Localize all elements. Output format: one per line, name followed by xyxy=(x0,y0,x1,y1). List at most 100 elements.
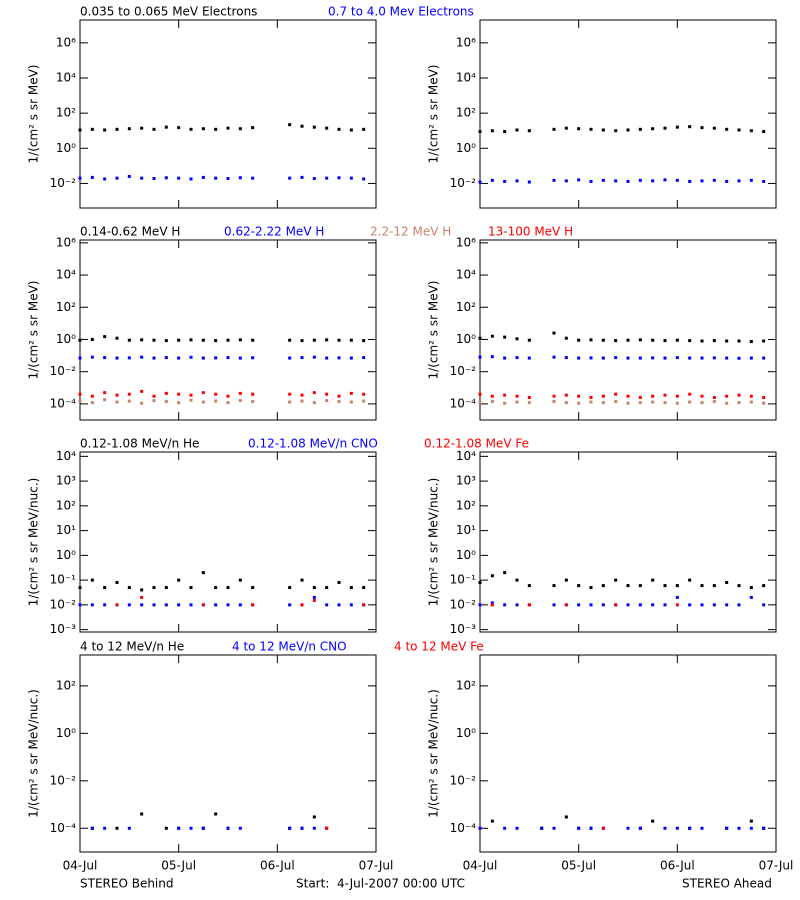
data-point xyxy=(700,584,704,588)
data-point xyxy=(490,334,494,338)
y-tick-label: 10⁰ xyxy=(56,726,76,740)
data-point xyxy=(251,356,255,360)
data-point xyxy=(325,356,329,360)
y-tick-label: 10⁻² xyxy=(50,176,77,190)
data-point xyxy=(312,598,316,602)
data-point xyxy=(626,394,630,398)
footer-right: STEREO Ahead xyxy=(682,877,772,891)
y-tick-label: 10² xyxy=(456,106,476,120)
y-axis-label: 1/(cm² s sr MeV) xyxy=(27,281,41,380)
data-point xyxy=(78,338,82,342)
data-point xyxy=(312,815,316,819)
data-point xyxy=(325,826,329,830)
y-tick-label: 10⁻⁴ xyxy=(50,821,77,835)
x-tick-label: 07-Jul xyxy=(759,859,794,873)
data-point xyxy=(226,826,230,830)
data-point xyxy=(688,603,692,607)
y-axis-label: 1/(cm² s sr MeV/nuc.) xyxy=(27,478,41,607)
data-point xyxy=(614,129,618,133)
data-point xyxy=(614,603,618,607)
data-point xyxy=(626,584,630,588)
data-point xyxy=(152,603,156,607)
data-point xyxy=(737,584,741,588)
data-point xyxy=(103,177,107,181)
y-tick-label: 10⁻¹ xyxy=(50,573,77,587)
legend-entry: 4 to 12 MeV Fe xyxy=(394,640,484,654)
data-point xyxy=(90,578,94,582)
y-axis-label: 1/(cm² s sr MeV/nuc.) xyxy=(427,689,441,818)
data-point xyxy=(251,338,255,342)
data-point xyxy=(90,394,94,398)
data-point xyxy=(189,177,193,181)
data-point xyxy=(226,586,230,590)
data-point xyxy=(712,603,716,607)
data-point xyxy=(540,826,544,830)
data-point xyxy=(490,601,494,605)
data-point xyxy=(749,178,753,182)
data-point xyxy=(589,338,593,342)
data-point xyxy=(638,584,642,588)
data-point xyxy=(140,595,144,599)
data-point xyxy=(288,176,292,180)
data-point xyxy=(651,127,655,131)
data-point xyxy=(675,356,679,360)
data-point xyxy=(749,819,753,823)
x-tick-label: 07-Jul xyxy=(359,859,394,873)
y-tick-label: 10⁻² xyxy=(50,597,77,611)
data-point xyxy=(638,401,642,405)
legend-entry: 2.2-12 MeV H xyxy=(370,225,451,239)
data-point xyxy=(663,339,667,343)
data-point xyxy=(164,391,168,395)
data-point xyxy=(651,338,655,342)
data-point xyxy=(564,393,568,397)
data-point xyxy=(552,394,556,398)
data-point xyxy=(201,391,205,395)
data-point xyxy=(601,603,605,607)
y-tick-label: 10⁴ xyxy=(56,449,76,463)
data-point xyxy=(638,356,642,360)
y-tick-label: 10² xyxy=(56,498,76,512)
data-point xyxy=(503,571,507,575)
data-point xyxy=(688,125,692,129)
data-point xyxy=(140,355,144,359)
data-point xyxy=(337,400,341,404)
x-tick-label: 04-Jul xyxy=(463,859,498,873)
data-point xyxy=(614,400,618,404)
data-point xyxy=(725,581,729,585)
y-tick-label: 10⁰ xyxy=(56,332,76,346)
data-point xyxy=(238,578,242,582)
data-point xyxy=(214,392,218,396)
data-point xyxy=(103,335,107,339)
data-point xyxy=(577,338,581,342)
data-point xyxy=(663,356,667,360)
data-point xyxy=(78,603,82,607)
data-point xyxy=(300,356,304,360)
data-point xyxy=(527,401,531,405)
data-point xyxy=(749,586,753,590)
data-point xyxy=(503,179,507,183)
data-point xyxy=(700,339,704,343)
data-point xyxy=(651,356,655,360)
data-point xyxy=(140,389,144,393)
data-point xyxy=(312,338,316,342)
legend-entry: 0.62-2.22 MeV H xyxy=(224,225,324,239)
data-point xyxy=(214,127,218,131)
data-point xyxy=(251,586,255,590)
data-point xyxy=(103,391,107,395)
plot-frame xyxy=(79,239,377,421)
data-point xyxy=(478,401,482,405)
data-point xyxy=(490,178,494,182)
data-point xyxy=(478,180,482,184)
data-point xyxy=(589,400,593,404)
data-point xyxy=(688,356,692,360)
data-point xyxy=(663,126,667,130)
data-point xyxy=(78,176,82,180)
data-point xyxy=(349,338,353,342)
plot-frame xyxy=(79,451,377,633)
data-point xyxy=(675,595,679,599)
legend-entry: 4 to 12 MeV/n He xyxy=(80,640,184,654)
data-point xyxy=(337,394,341,398)
y-tick-label: 10⁶ xyxy=(456,235,476,249)
data-point xyxy=(288,400,292,404)
